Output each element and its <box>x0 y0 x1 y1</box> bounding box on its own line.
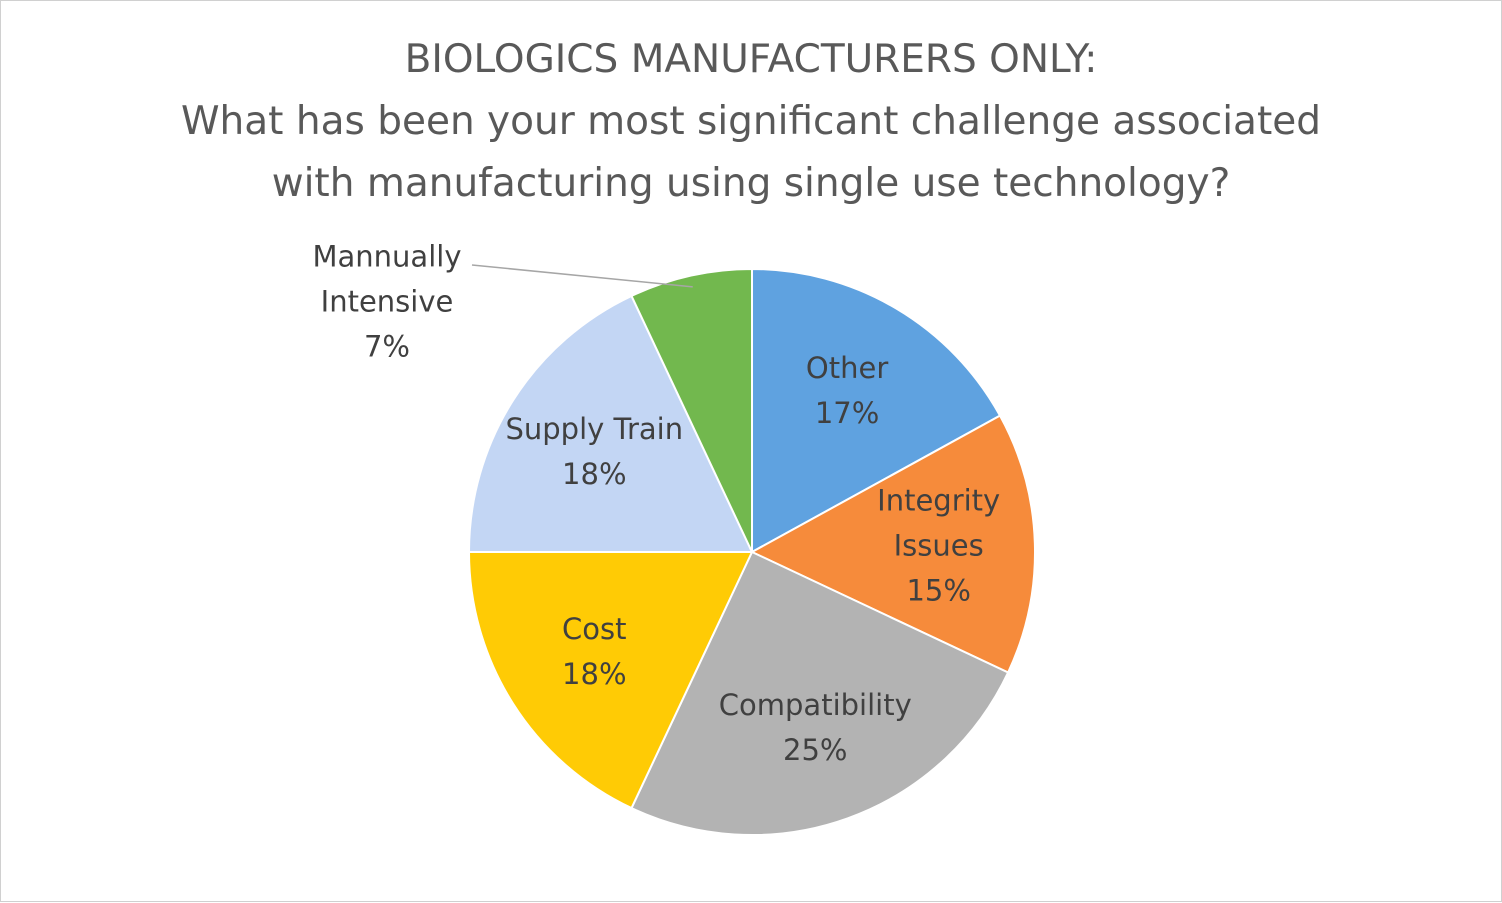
data-label: Mannually Intensive 7% <box>280 235 495 370</box>
title-block: BIOLOGICS MANUFACTURERS ONLY: What has b… <box>151 29 1351 215</box>
category-label: Integrity Issues <box>877 483 1001 563</box>
value-label: 17% <box>814 396 880 431</box>
value-label: 18% <box>562 456 627 491</box>
data-label: Integrity Issues 15% <box>831 479 1046 614</box>
leader-line <box>471 264 693 288</box>
category-label: Cost <box>562 612 627 647</box>
value-label: 7% <box>363 329 410 364</box>
value-label: 15% <box>906 573 971 608</box>
pie-slice <box>630 550 1010 837</box>
pie-slice <box>751 267 1002 554</box>
pie-slice <box>467 551 754 810</box>
category-label: Mannually Intensive <box>312 239 462 319</box>
category-label: Supply Train <box>505 411 684 446</box>
pie-slice <box>467 294 754 553</box>
data-label: Supply Train 18% <box>487 407 702 497</box>
pie-slice <box>749 414 1036 674</box>
category-label: Compatibility <box>718 687 912 722</box>
pie-slice <box>630 267 753 553</box>
data-label: Cost 18% <box>487 607 702 697</box>
value-label: 18% <box>562 657 627 692</box>
data-label: Compatibility 25% <box>708 683 923 773</box>
category-label: Other <box>805 351 889 386</box>
value-label: 25% <box>783 732 848 767</box>
data-label: Other 17% <box>740 346 955 436</box>
chart-title: BIOLOGICS MANUFACTURERS ONLY: <box>404 37 1098 82</box>
chart-subtitle: What has been your most significant chal… <box>181 99 1321 206</box>
